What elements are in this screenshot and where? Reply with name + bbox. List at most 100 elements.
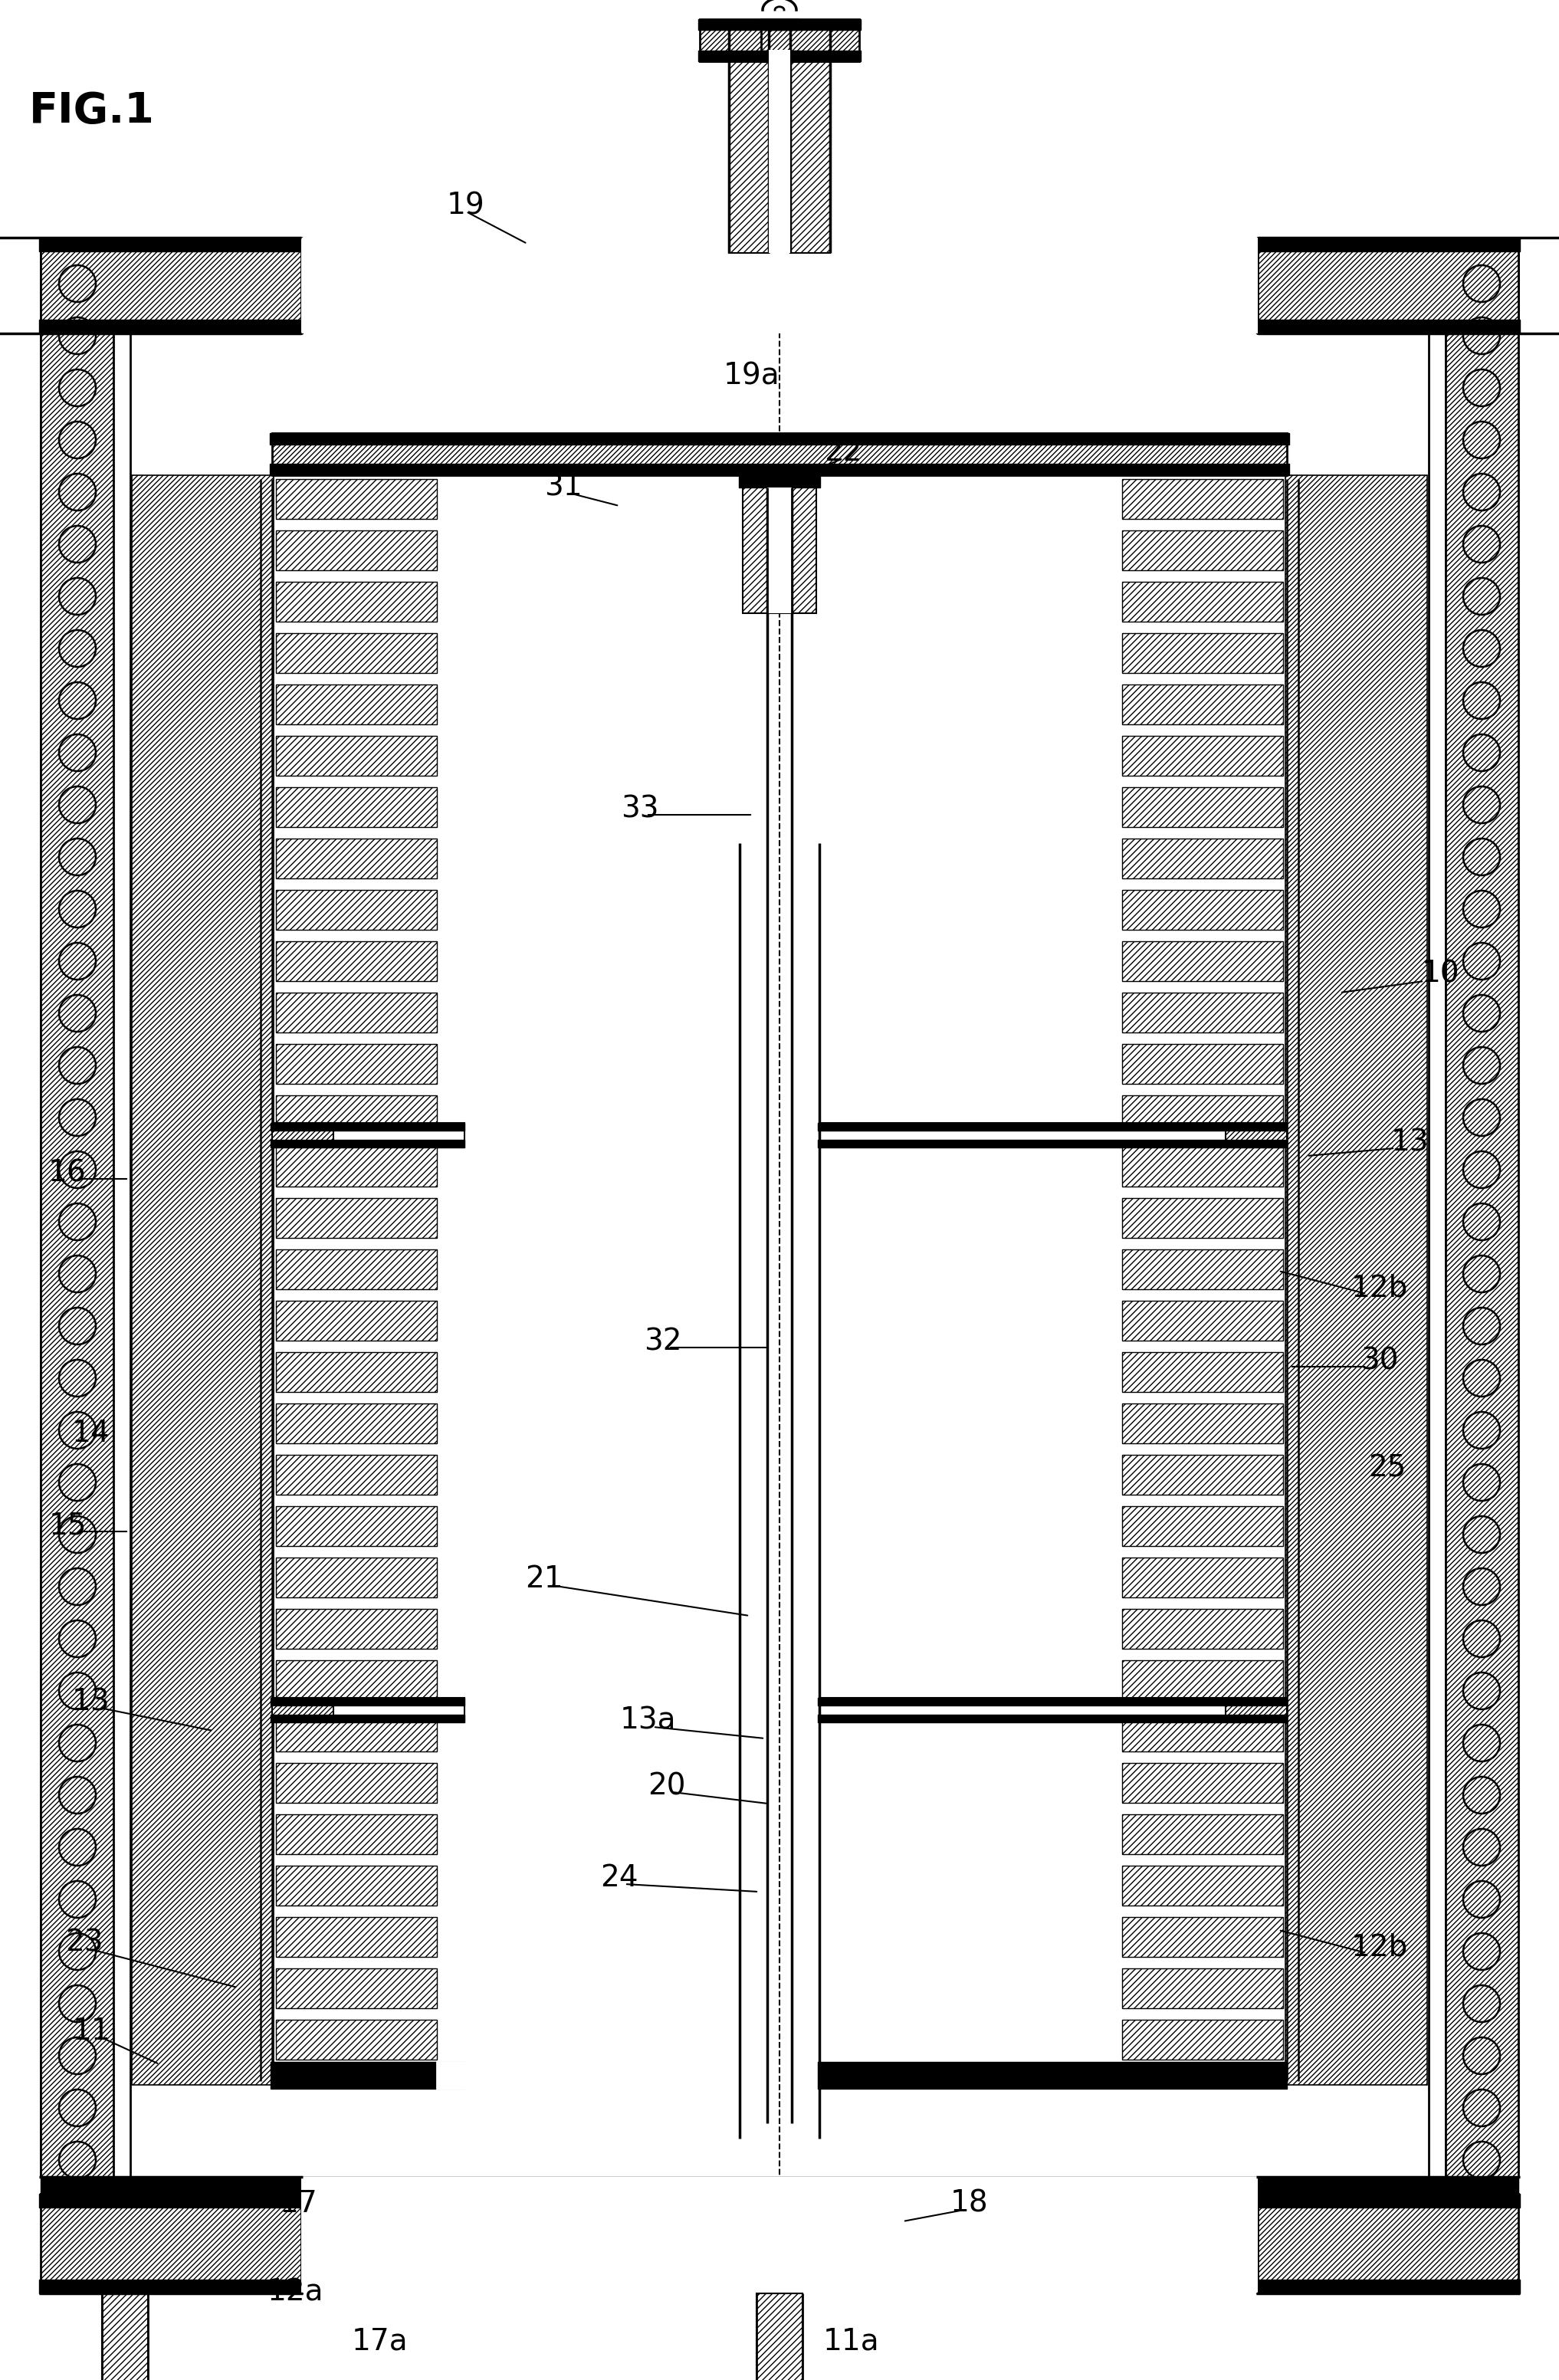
Bar [1122, 940, 1283, 981]
Bar [1285, 476, 1426, 2085]
Bar [276, 1916, 437, 1956]
Bar [1225, 1123, 1286, 1147]
Bar [41, 2178, 1518, 2194]
Bar [276, 1557, 437, 1597]
Text: 19: 19 [447, 190, 485, 219]
Text: 13a: 13a [619, 1706, 677, 1735]
Bar [271, 1123, 465, 1130]
Bar [1122, 1968, 1283, 2009]
Bar [276, 890, 437, 931]
Bar [790, 50, 829, 252]
Bar [133, 476, 274, 2085]
Bar [301, 2178, 1258, 2294]
Bar [276, 1609, 437, 1649]
Bar [1122, 1609, 1283, 1649]
Bar [1122, 478, 1283, 519]
Text: FIG.1: FIG.1 [30, 90, 154, 131]
Bar [276, 1711, 437, 1752]
Bar [276, 1814, 437, 1854]
Bar [1122, 1454, 1283, 1495]
Bar [1122, 1250, 1283, 1290]
Bar [1122, 1197, 1283, 1238]
Bar [1122, 1866, 1283, 1906]
Bar [276, 633, 437, 674]
Bar [818, 1697, 1286, 1706]
Bar [276, 478, 437, 519]
Bar [820, 1123, 1286, 1147]
Bar [1122, 838, 1283, 878]
Bar [41, 238, 114, 2178]
Bar [41, 2194, 301, 2294]
Bar [276, 1764, 437, 1802]
Bar [1122, 1045, 1283, 1083]
Bar [700, 19, 798, 62]
Bar [270, 464, 1289, 476]
Bar [1122, 1764, 1283, 1802]
Bar [1122, 2021, 1283, 2059]
Text: 16: 16 [48, 1159, 86, 1188]
Text: 17: 17 [281, 2190, 318, 2218]
Bar [1122, 1814, 1283, 1854]
Bar [1122, 788, 1283, 828]
Bar [276, 992, 437, 1033]
Bar [1257, 319, 1520, 333]
Bar [761, 19, 859, 62]
Bar [1122, 1352, 1283, 1392]
Bar [820, 1697, 1286, 1723]
Bar [1257, 2194, 1520, 2209]
Bar [273, 1123, 465, 1147]
Bar [276, 735, 437, 776]
Text: 12a: 12a [267, 2278, 323, 2306]
Bar [273, 1697, 334, 1723]
Bar [1122, 992, 1283, 1033]
Text: 23: 23 [65, 1928, 103, 1959]
Bar [276, 1866, 437, 1906]
Text: 15: 15 [48, 1511, 86, 1540]
Bar [742, 476, 817, 614]
Bar [276, 1197, 437, 1238]
Bar [276, 581, 437, 621]
Bar [41, 238, 301, 333]
Bar [273, 433, 1286, 476]
Bar [276, 1147, 437, 1188]
Bar [301, 238, 1258, 333]
Bar [271, 1140, 465, 1147]
Bar [270, 433, 1289, 445]
Bar [437, 2061, 739, 2090]
Bar [1122, 1404, 1283, 1442]
Text: 30: 30 [1361, 1347, 1398, 1376]
Bar [1122, 1661, 1283, 1699]
Bar [756, 2294, 803, 2380]
Bar [1122, 1147, 1283, 1188]
Bar [276, 1352, 437, 1392]
Bar [1122, 1916, 1283, 1956]
Bar [1122, 1302, 1283, 1340]
Bar [1122, 1711, 1283, 1752]
Bar [101, 2294, 148, 2380]
Bar [276, 2021, 437, 2059]
Bar [1122, 1507, 1283, 1547]
Bar [276, 1661, 437, 1699]
Text: 18: 18 [951, 2190, 988, 2218]
Bar [1257, 2280, 1520, 2294]
Bar [273, 1123, 334, 1147]
Bar [271, 2061, 465, 2090]
Text: 10: 10 [1422, 959, 1459, 988]
Bar [276, 1045, 437, 1083]
Text: 25: 25 [1369, 1454, 1406, 1483]
Bar [818, 1140, 1286, 1147]
Text: 20: 20 [649, 1771, 686, 1802]
Text: 13: 13 [1391, 1128, 1430, 1157]
Bar [276, 1095, 437, 1135]
Bar [271, 1714, 465, 1723]
Bar [739, 476, 820, 488]
Text: 33: 33 [620, 795, 659, 823]
Bar [767, 488, 792, 614]
Bar [276, 1507, 437, 1547]
Bar [1122, 581, 1283, 621]
Bar [39, 319, 302, 333]
Bar [1122, 685, 1283, 724]
Bar [769, 50, 790, 252]
Bar [276, 1404, 437, 1442]
Bar [1122, 890, 1283, 931]
